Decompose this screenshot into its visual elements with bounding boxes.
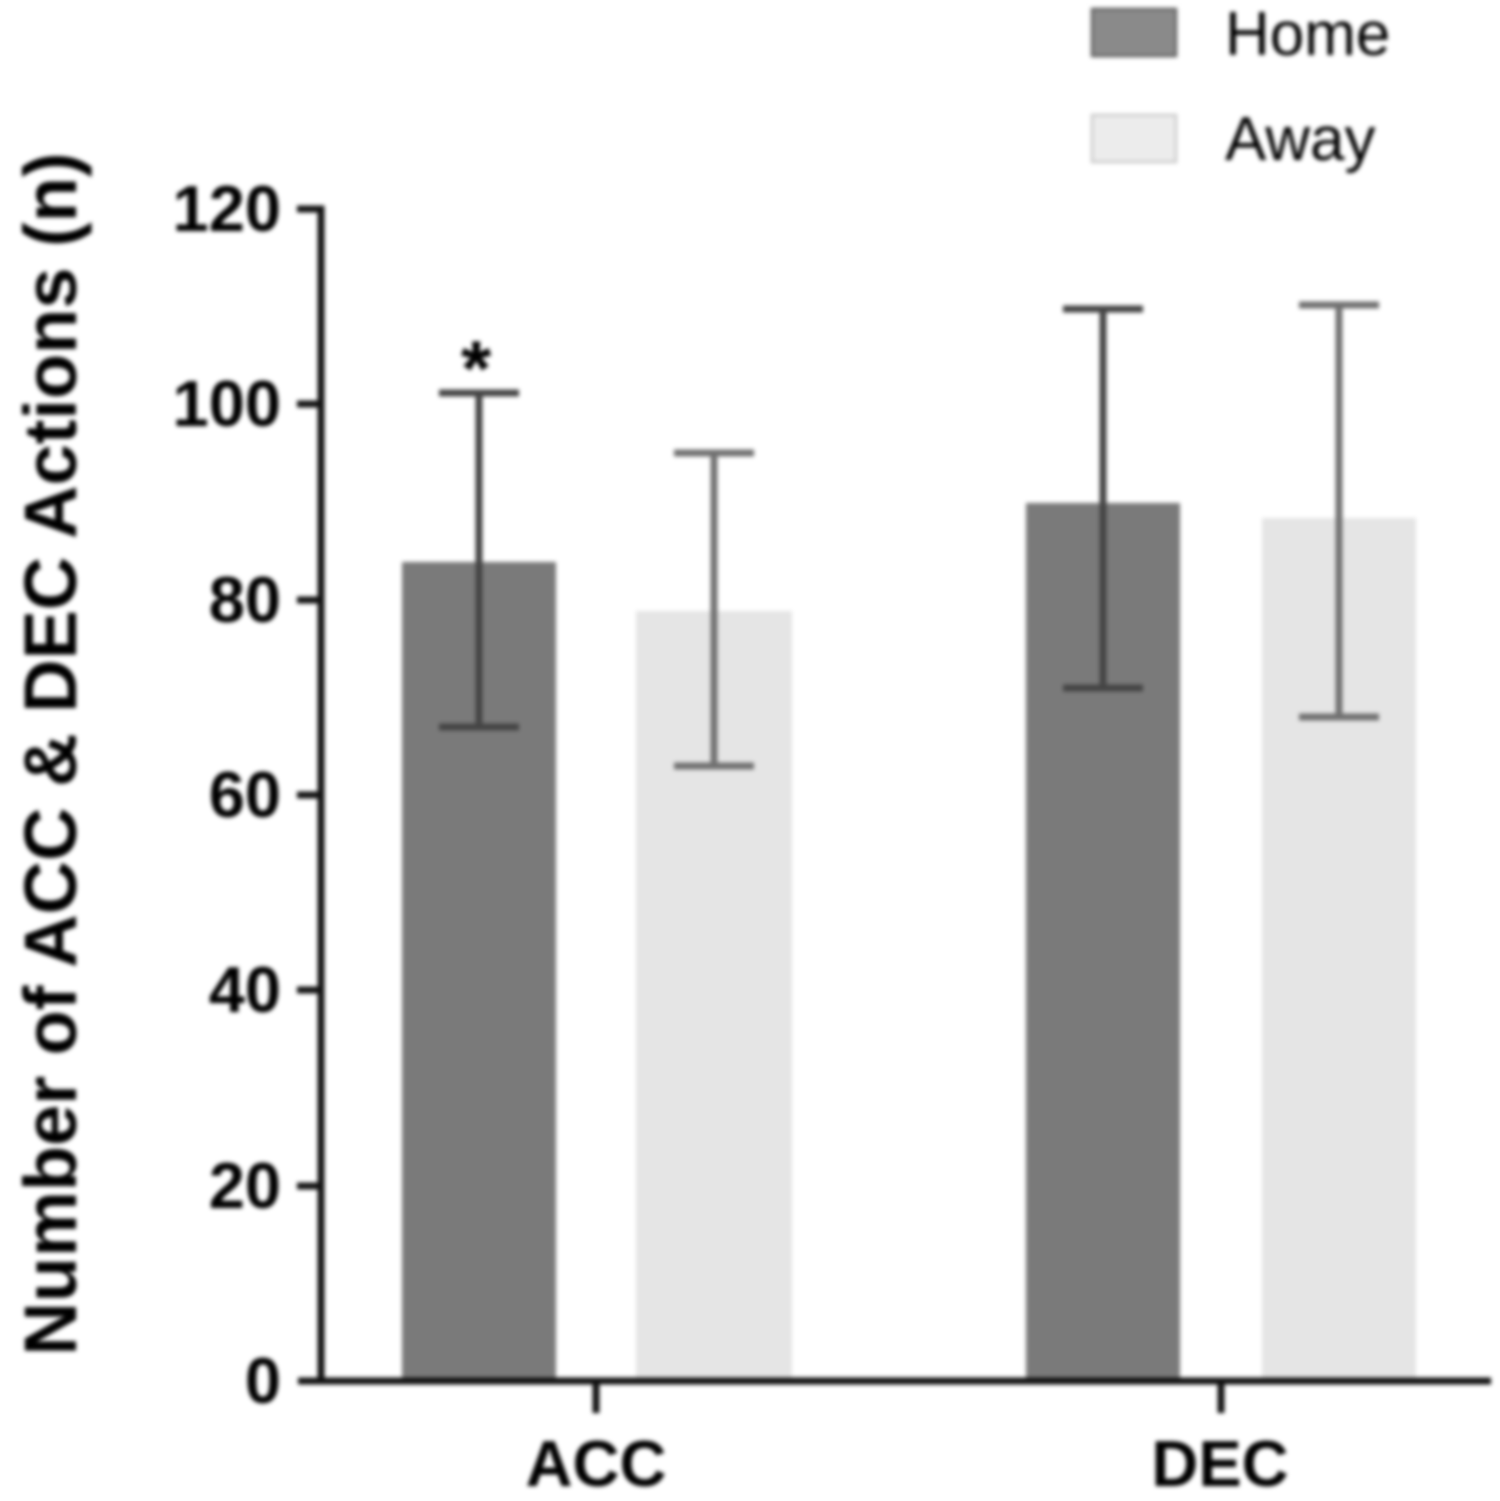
svg-text:Away: Away xyxy=(1225,105,1376,174)
svg-text:20: 20 xyxy=(209,1149,281,1222)
svg-text:Home: Home xyxy=(1225,0,1390,69)
svg-text:80: 80 xyxy=(209,563,281,636)
svg-text:*: * xyxy=(461,324,492,412)
svg-text:ACC: ACC xyxy=(526,1427,667,1500)
svg-text:DEC: DEC xyxy=(1151,1427,1288,1500)
svg-text:60: 60 xyxy=(209,758,281,831)
svg-text:120: 120 xyxy=(173,172,281,245)
svg-text:Number of ACC & DEC Actions (n: Number of ACC & DEC Actions (n) xyxy=(9,152,92,1355)
svg-text:100: 100 xyxy=(173,367,281,440)
svg-text:40: 40 xyxy=(209,953,281,1026)
svg-text:0: 0 xyxy=(245,1344,281,1417)
